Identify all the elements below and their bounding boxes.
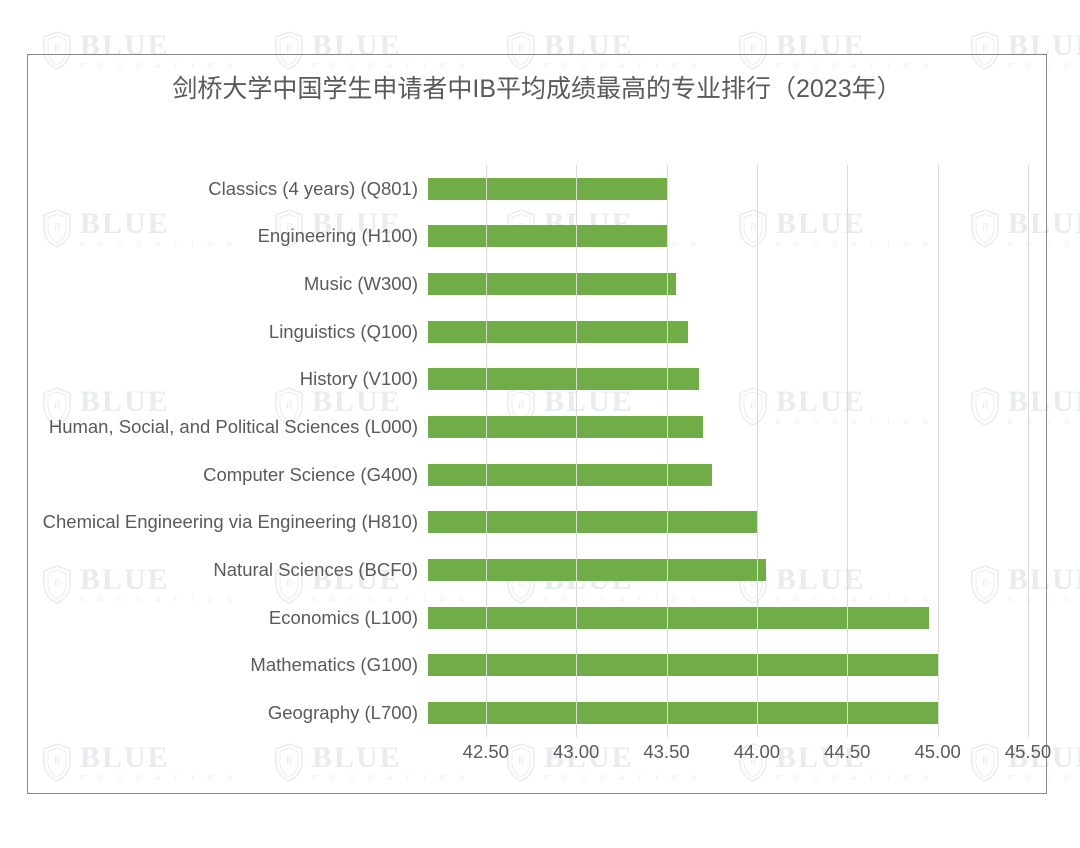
- category-label: Human, Social, and Political Sciences (L…: [49, 416, 428, 438]
- grid-line: [847, 165, 848, 737]
- bar: [428, 702, 938, 724]
- bar: [428, 416, 703, 438]
- bar: [428, 654, 938, 676]
- category-label: Linguistics (Q100): [269, 321, 428, 343]
- grid-line: [757, 165, 758, 737]
- grid-line: [576, 165, 577, 737]
- grid-line: [486, 165, 487, 737]
- grid-line: [1028, 165, 1029, 737]
- bar: [428, 607, 929, 629]
- grid-line: [938, 165, 939, 737]
- category-label: Natural Sciences (BCF0): [213, 559, 428, 581]
- x-tick-label: 45.00: [914, 741, 960, 763]
- category-label: Classics (4 years) (Q801): [208, 178, 428, 200]
- bar: [428, 368, 699, 390]
- x-axis: 42.5043.0043.5044.0044.5045.0045.50: [428, 741, 1028, 771]
- category-label: Mathematics (G100): [250, 654, 428, 676]
- bar: [428, 559, 766, 581]
- category-label: Chemical Engineering via Engineering (H8…: [43, 511, 428, 533]
- bar: [428, 178, 667, 200]
- x-tick-label: 43.00: [553, 741, 599, 763]
- category-label: Computer Science (G400): [203, 464, 428, 486]
- chart-frame: 剑桥大学中国学生申请者中IB平均成绩最高的专业排行（2023年） Classic…: [27, 54, 1047, 794]
- x-tick-label: 42.50: [463, 741, 509, 763]
- bar: [428, 511, 757, 533]
- x-tick-label: 44.50: [824, 741, 870, 763]
- chart-title: 剑桥大学中国学生申请者中IB平均成绩最高的专业排行（2023年）: [28, 71, 1046, 107]
- bar: [428, 464, 712, 486]
- category-label: Music (W300): [304, 273, 428, 295]
- x-tick-label: 43.50: [643, 741, 689, 763]
- bar: [428, 273, 676, 295]
- grid-line: [667, 165, 668, 737]
- category-label: Engineering (H100): [258, 225, 428, 247]
- x-tick-label: 45.50: [1005, 741, 1051, 763]
- category-label: History (V100): [300, 368, 428, 390]
- category-label: Geography (L700): [268, 702, 428, 724]
- bar: [428, 225, 667, 247]
- x-tick-label: 44.00: [734, 741, 780, 763]
- category-label: Economics (L100): [269, 607, 428, 629]
- bar: [428, 321, 688, 343]
- plot-area: Classics (4 years) (Q801)Engineering (H1…: [428, 165, 1028, 737]
